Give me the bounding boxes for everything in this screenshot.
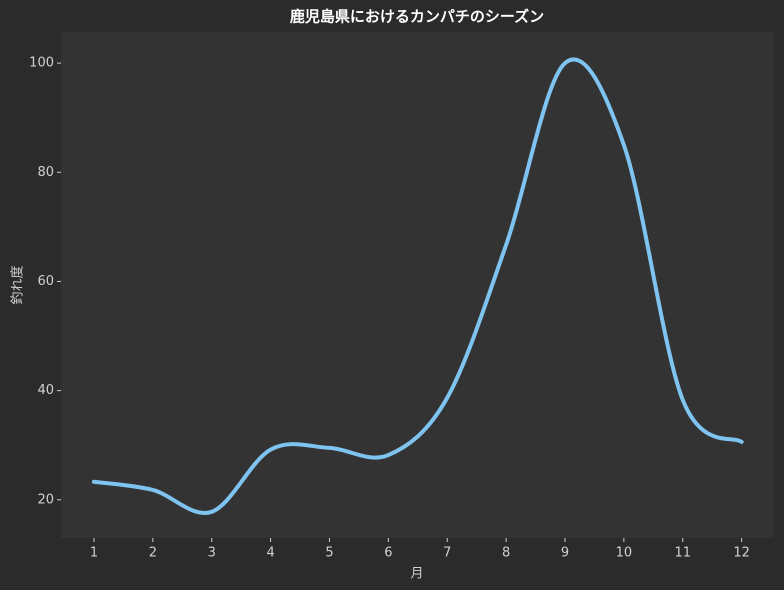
x-axis-label: 月 [410, 567, 423, 582]
x-tick-label: 7 [443, 546, 451, 561]
x-tick-label: 11 [674, 546, 691, 561]
y-tick-label: 100 [29, 56, 54, 71]
y-tick-label: 20 [37, 492, 54, 507]
plot-area [61, 32, 774, 538]
x-tick-label: 6 [384, 546, 392, 561]
x-tick-label: 1 [90, 546, 98, 561]
x-tick-label: 9 [561, 546, 569, 561]
x-tick-label: 5 [325, 546, 333, 561]
y-tick-label: 80 [37, 165, 54, 180]
y-tick-label: 40 [37, 383, 54, 398]
x-tick-label: 12 [733, 546, 750, 561]
line-series [91, 57, 744, 515]
x-tick-label: 8 [502, 546, 510, 561]
y-tick-label: 60 [37, 274, 54, 289]
x-tick-label: 3 [208, 546, 216, 561]
x-tick-label: 2 [149, 546, 157, 561]
x-tick-label: 4 [266, 546, 274, 561]
chart-title: 鹿児島県におけるカンパチのシーズン [290, 8, 544, 26]
x-tick-label: 10 [616, 546, 633, 561]
y-axis-label: 釣れ度 [10, 265, 26, 304]
